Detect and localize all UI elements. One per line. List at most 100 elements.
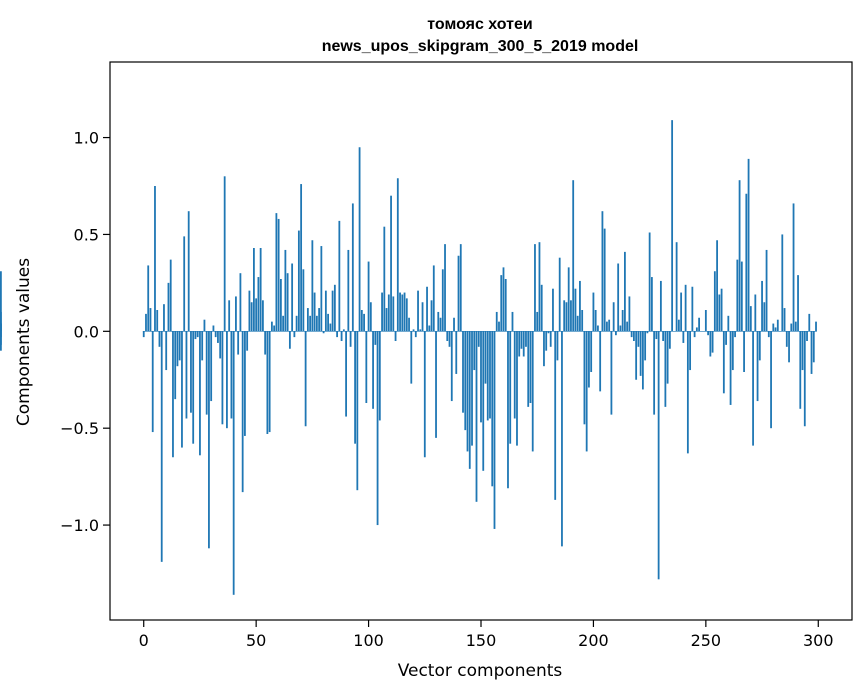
bar (208, 331, 210, 549)
bar (167, 282, 170, 332)
bar (770, 331, 772, 429)
bar (450, 331, 453, 402)
bar (747, 158, 750, 332)
bar (785, 331, 788, 347)
bar (794, 321, 797, 332)
bar (291, 263, 294, 332)
bar (255, 298, 258, 332)
bar (448, 331, 451, 347)
bar (633, 331, 635, 341)
bar (194, 331, 197, 340)
bar (547, 331, 550, 334)
bar (572, 180, 575, 332)
bar (567, 267, 570, 332)
bar (637, 331, 640, 347)
bar (149, 308, 152, 332)
x-tick-label: 250 (691, 631, 722, 650)
bar (457, 255, 460, 332)
bar (212, 325, 215, 332)
bar (599, 331, 602, 392)
bar (151, 331, 154, 433)
bar (576, 315, 579, 332)
bar (745, 193, 748, 332)
bar (709, 331, 712, 357)
y-tick-label: −1.0 (60, 516, 99, 535)
bar (484, 331, 487, 384)
bar (232, 331, 235, 595)
bar (345, 331, 347, 417)
bar (531, 331, 534, 452)
bar (617, 263, 620, 332)
bar (725, 331, 727, 345)
bar (367, 261, 370, 332)
bar (235, 296, 237, 332)
bar (221, 331, 224, 425)
bar (624, 251, 626, 332)
bar (486, 331, 489, 421)
bar (659, 280, 662, 332)
bar (385, 308, 388, 332)
bar (543, 331, 545, 367)
bar (381, 292, 383, 332)
bar (590, 331, 593, 372)
x-tick-label: 0 (139, 631, 149, 650)
bar (653, 331, 656, 415)
bar (767, 331, 770, 338)
bar (588, 331, 590, 388)
bar (644, 331, 647, 361)
bar (666, 331, 669, 384)
bar (781, 234, 784, 332)
bar (619, 325, 622, 332)
chart-title-line-2: news_upos_skipgram_300_5_2019 model (322, 38, 639, 55)
bar (691, 286, 694, 332)
bar (561, 331, 563, 547)
bar (774, 327, 777, 332)
bar (540, 284, 543, 332)
bar (147, 265, 150, 332)
bar (727, 315, 730, 332)
bar (713, 271, 716, 332)
bar (731, 331, 734, 371)
bar (181, 331, 183, 448)
bar (324, 290, 327, 332)
bar (493, 331, 496, 529)
bar (383, 226, 386, 332)
bar (772, 323, 775, 332)
bar (711, 331, 714, 353)
bar (268, 331, 271, 433)
bar (615, 331, 617, 336)
bar (374, 331, 377, 345)
bar (716, 240, 718, 332)
bar (525, 331, 527, 347)
bar (466, 331, 469, 452)
bar (342, 329, 345, 332)
bar (527, 331, 530, 407)
y-tick-label: 1.0 (74, 129, 99, 148)
bar (740, 261, 743, 332)
bar (761, 280, 763, 332)
bar (565, 302, 568, 332)
bar (453, 317, 455, 332)
y-axis: −1.0 −0.5 0.0 0.5 1.0 (60, 129, 110, 535)
bar (399, 292, 401, 332)
bar (378, 331, 381, 421)
bar (641, 331, 644, 390)
bar (176, 331, 179, 367)
bar (430, 300, 433, 332)
bar (439, 317, 442, 332)
bar (408, 317, 410, 332)
bar (513, 331, 516, 419)
bar (797, 275, 799, 332)
bar (239, 273, 242, 332)
bar (471, 331, 473, 446)
bar (626, 321, 629, 332)
bar (214, 331, 217, 338)
bar (165, 331, 168, 371)
bar (246, 331, 249, 351)
bar (788, 331, 790, 363)
bar (396, 178, 399, 332)
bar (693, 331, 696, 338)
bar (390, 195, 392, 332)
bar (536, 311, 539, 332)
bar (365, 331, 368, 403)
